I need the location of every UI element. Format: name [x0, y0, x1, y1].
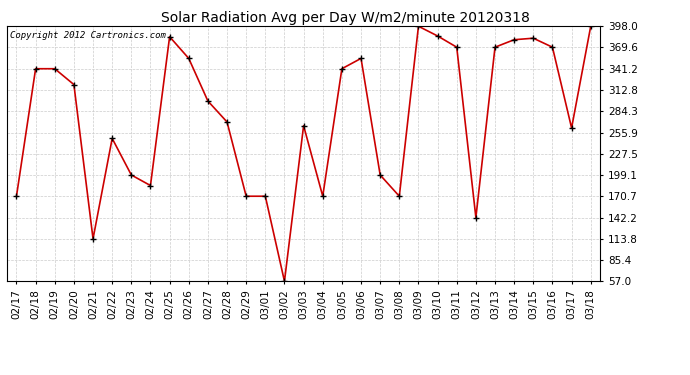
Text: Copyright 2012 Cartronics.com: Copyright 2012 Cartronics.com: [10, 32, 166, 40]
Text: Solar Radiation Avg per Day W/m2/minute 20120318: Solar Radiation Avg per Day W/m2/minute …: [161, 11, 529, 25]
